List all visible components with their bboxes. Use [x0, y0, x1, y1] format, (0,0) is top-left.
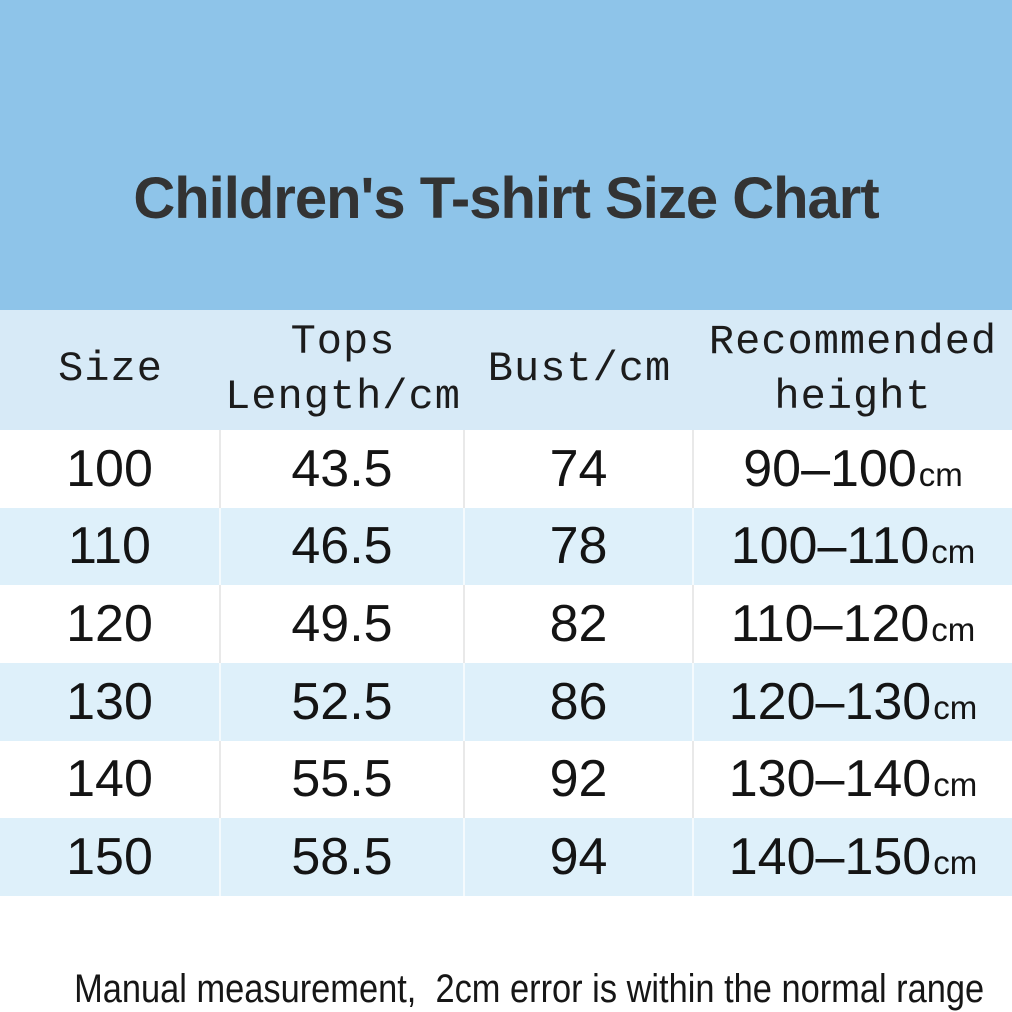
cell-height-range: 110–120	[730, 595, 930, 654]
table-row: 140 55.5 92 130–140cm	[0, 740, 1012, 819]
cell-height: 110–120cm	[731, 594, 976, 654]
cell-tops-length: 49.5	[291, 595, 393, 654]
cell-tops-length: 55.5	[291, 750, 393, 809]
cell-bust: 86	[549, 672, 608, 731]
cell-bust: 78	[549, 517, 608, 576]
column-header-tops-length: Tops Length/cm	[225, 317, 461, 421]
column-header-height: Recommended height	[708, 317, 998, 421]
cell-height: 100–110cm	[731, 516, 976, 576]
cell-height-range: 90–100	[743, 439, 917, 498]
table-row: 110 46.5 78 100–110cm	[0, 507, 1012, 586]
cell-height: 130–140cm	[729, 749, 977, 809]
cell-tops-length: 43.5	[291, 439, 393, 498]
cell-height-unit: cm	[931, 533, 976, 571]
cell-tops-length: 52.5	[291, 672, 393, 731]
table-row: 100 43.5 74 90–100cm	[0, 430, 1012, 508]
cell-height-unit: cm	[931, 611, 976, 649]
cell-height-unit: cm	[933, 844, 978, 882]
cell-size: 140	[66, 750, 153, 809]
measurement-note-text: Manual measurement, 2cm error is within …	[74, 967, 985, 1011]
cell-height-unit: cm	[933, 688, 978, 726]
cell-bust: 74	[549, 439, 608, 498]
cell-height-range: 130–140	[728, 750, 932, 809]
cell-size: 120	[66, 595, 153, 654]
cell-height: 120–130cm	[729, 672, 977, 732]
column-header-bust: Bust/cm	[487, 345, 672, 394]
title-banner: Children's T-shirt Size Chart	[0, 0, 1012, 310]
cell-height: 140–150cm	[729, 827, 977, 887]
table-row: 130 52.5 86 120–130cm	[0, 662, 1012, 741]
cell-height-range: 100–110	[730, 517, 930, 576]
page-title: Children's T-shirt Size Chart	[133, 165, 879, 231]
column-header-size: Size	[58, 345, 163, 394]
table-header-row: Size Tops Length/cm Bust/cm Recommended …	[0, 310, 1012, 430]
cell-bust: 82	[549, 595, 608, 654]
table-row: 120 49.5 82 110–120cm	[0, 585, 1012, 663]
cell-bust: 92	[549, 750, 608, 809]
measurement-note: Manual measurement, 2cm error is within …	[0, 968, 1012, 1010]
cell-tops-length: 58.5	[291, 828, 393, 887]
cell-height-unit: cm	[933, 766, 978, 804]
table-body: 100 43.5 74 90–100cm 110 46.5 78 100–110…	[0, 430, 1012, 896]
cell-height: 90–100cm	[743, 439, 963, 499]
cell-height-range: 120–130	[728, 672, 932, 731]
size-table: Size Tops Length/cm Bust/cm Recommended …	[0, 310, 1012, 896]
table-row: 150 58.5 94 140–150cm	[0, 818, 1012, 896]
cell-size: 150	[66, 828, 153, 887]
cell-height-range: 140–150	[728, 828, 932, 887]
cell-tops-length: 46.5	[291, 517, 393, 576]
cell-size: 100	[66, 439, 153, 498]
cell-bust: 94	[549, 828, 608, 887]
cell-size: 130	[66, 672, 153, 731]
cell-height-unit: cm	[918, 455, 963, 493]
cell-size: 110	[68, 517, 151, 576]
